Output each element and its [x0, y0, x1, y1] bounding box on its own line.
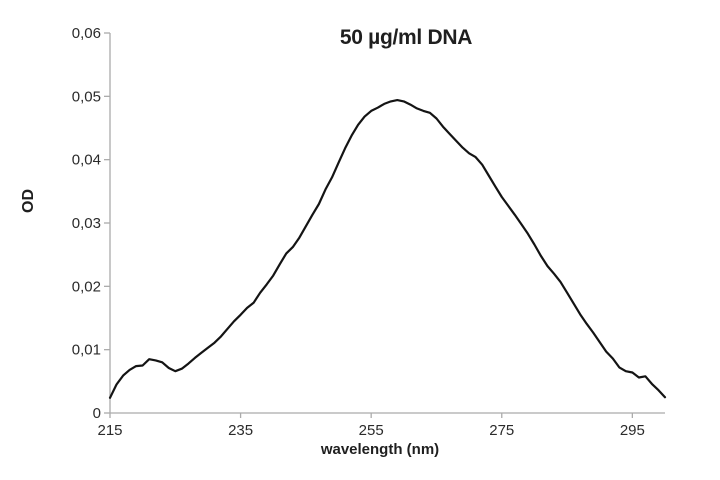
y-tick-label: 0,04	[72, 152, 101, 169]
data-series-line	[108, 98, 667, 399]
y-tick-label: 0,02	[72, 278, 101, 295]
x-axis-title: wavelength (nm)	[320, 441, 440, 458]
y-tick-label: 0,06	[72, 25, 101, 42]
x-tick-label: 215	[97, 422, 122, 439]
y-tick-label: 0	[93, 405, 101, 422]
y-tick-label: 0,03	[72, 215, 101, 232]
x-tick-label: 295	[620, 422, 645, 439]
y-tick-label: 0,01	[72, 342, 101, 359]
y-tick-label: 0,05	[72, 88, 101, 105]
x-tick-label: 275	[489, 422, 514, 439]
chart-title: 50 µg/ml DNA	[339, 26, 473, 49]
x-tick-label: 235	[228, 422, 253, 439]
x-tick-label: 255	[359, 422, 384, 439]
